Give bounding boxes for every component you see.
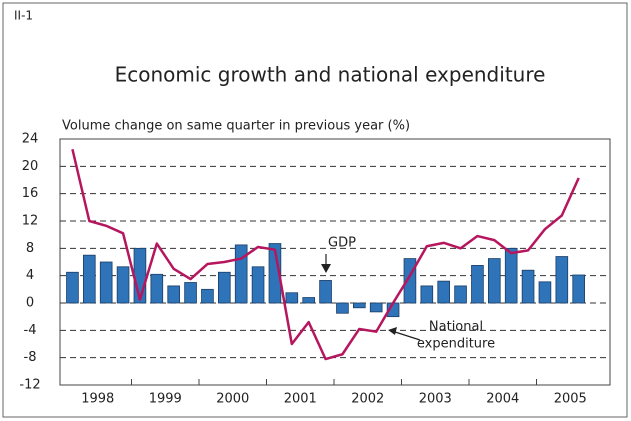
annotation: expenditure — [417, 337, 495, 352]
bar — [234, 244, 248, 304]
bar — [99, 261, 113, 304]
x-tick-label: 2003 — [419, 392, 452, 407]
y-tick-label: -8 — [24, 350, 37, 365]
x-tick-label: 2002 — [351, 392, 384, 407]
bar — [504, 247, 518, 304]
bar — [251, 266, 265, 304]
bar — [66, 271, 79, 304]
bar — [454, 285, 467, 304]
bar — [150, 273, 164, 304]
bar — [167, 285, 180, 304]
line — [71, 148, 580, 361]
bar — [471, 265, 484, 304]
x-tick-label: 2000 — [216, 392, 249, 407]
bar — [319, 280, 332, 304]
annotation: National — [429, 320, 483, 335]
bar — [83, 254, 96, 304]
x-tick-label: 1998 — [81, 392, 114, 407]
x-tick-label: 2004 — [486, 392, 519, 407]
bar — [218, 271, 231, 304]
y-tick-label: 20 — [22, 159, 39, 174]
y-tick-label: 16 — [22, 186, 39, 201]
bar — [437, 280, 450, 304]
annotation: GDP — [328, 236, 356, 251]
figure-label: II-1 — [14, 9, 33, 23]
arrow-head — [321, 264, 331, 273]
y-tick-label: 4 — [26, 268, 34, 283]
y-tick-label: 24 — [22, 132, 39, 147]
bar — [201, 288, 214, 304]
bar — [538, 281, 552, 304]
bar — [420, 285, 434, 304]
bar — [572, 274, 585, 304]
bar — [369, 302, 383, 313]
bar — [403, 258, 417, 304]
arrow — [391, 330, 421, 341]
bar — [488, 258, 501, 304]
bar — [285, 292, 299, 304]
y-axis-label: Volume change on same quarter in previou… — [62, 119, 410, 134]
bar — [353, 302, 366, 309]
arrow-head — [388, 327, 397, 335]
bar — [184, 282, 197, 304]
y-tick-label: 8 — [26, 241, 34, 256]
x-tick-label: 1999 — [149, 392, 182, 407]
y-tick-label: 0 — [26, 296, 34, 311]
bar — [116, 266, 130, 304]
x-tick-label: 2005 — [554, 392, 587, 407]
plot-frame — [59, 138, 611, 386]
y-tick-label: -12 — [19, 378, 40, 393]
bar — [302, 297, 315, 304]
x-tick-label: 2001 — [284, 392, 317, 407]
chart-title: Economic growth and national expenditure — [115, 63, 546, 87]
bar — [336, 302, 349, 314]
bar — [555, 256, 569, 304]
bar — [521, 269, 535, 304]
y-tick-label: 12 — [22, 214, 39, 229]
y-tick-label: -4 — [24, 323, 37, 338]
bar — [268, 243, 282, 304]
